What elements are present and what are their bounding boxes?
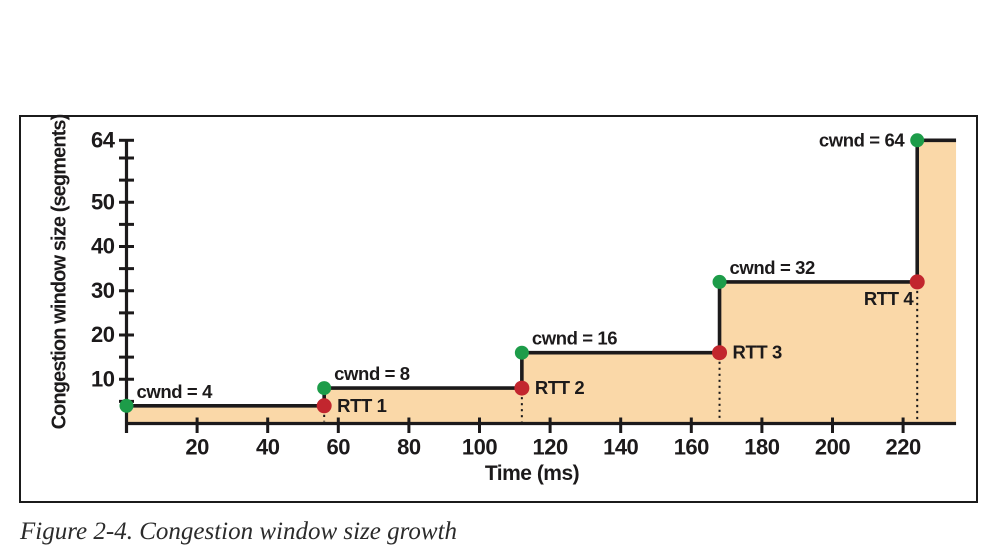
- growth-dot: [712, 274, 727, 289]
- x-tick-label: 220: [885, 435, 920, 460]
- rtt-markers: RTT 1 RTT 2 RTT 3 RTT 4: [316, 274, 925, 416]
- y-axis-title: Congestion window size (segments): [48, 114, 71, 430]
- rtt-dot: [909, 274, 925, 290]
- x-tick-label: 100: [462, 435, 497, 460]
- y-tick-label: 10: [91, 366, 115, 391]
- x-axis-title: Time (ms): [484, 462, 580, 485]
- growth-dot: [119, 398, 134, 413]
- axes: [124, 140, 957, 433]
- y-tick-label: 50: [91, 189, 115, 214]
- rtt-label: RTT 3: [733, 342, 783, 363]
- rtt-dot: [316, 398, 332, 414]
- growth-dot: [514, 345, 529, 360]
- cwnd-label: cwnd = 16: [532, 328, 617, 349]
- y-tick-label: 30: [91, 278, 115, 303]
- x-tick-label: 80: [397, 435, 421, 460]
- x-tick-label: 60: [327, 435, 351, 460]
- y-tick-label: 64: [91, 127, 116, 152]
- area-fill: [126, 140, 957, 424]
- x-tick-label: 140: [603, 435, 638, 460]
- cwnd-label: cwnd = 64: [819, 129, 905, 150]
- x-tick-label: 40: [256, 435, 280, 460]
- rtt-dot: [712, 345, 728, 361]
- growth-points: cwnd = 4 cwnd = 8 cwnd = 16 cwnd = 32 cwnd =…: [119, 129, 925, 413]
- x-tick-label: 160: [674, 435, 709, 460]
- x-tick-label: 20: [185, 435, 209, 460]
- cwnd-label: cwnd = 8: [334, 363, 410, 384]
- cwnd-label: cwnd = 4: [137, 381, 214, 402]
- growth-dot: [317, 381, 332, 396]
- y-tick-label: 40: [91, 234, 115, 259]
- figure-caption: Figure 2-4. Congestion window size growt…: [20, 518, 458, 545]
- rtt-label: RTT 1: [337, 395, 387, 416]
- congestion-window-chart: 20 40 60 80 100 120 140 160 180 200 220 10 20 30 40 50 6…: [91, 127, 957, 460]
- x-tick-label: 120: [532, 435, 567, 460]
- growth-dot: [910, 133, 925, 148]
- cwnd-label: cwnd = 32: [730, 257, 815, 278]
- rtt-dot: [514, 380, 530, 396]
- rtt-label: RTT 4: [864, 288, 915, 309]
- x-ticks: 20 40 60 80 100 120 140 160 180 200 220: [125, 417, 921, 460]
- y-ticks: 10 20 30 40 50 64: [91, 127, 134, 403]
- figure-frame: 20 40 60 80 100 120 140 160 180 200 220 10 20 30 40 50 6…: [19, 115, 978, 503]
- rtt-label: RTT 2: [535, 377, 585, 398]
- x-tick-label: 200: [815, 435, 850, 460]
- rtt-drop-lines: [323, 290, 919, 422]
- y-tick-label: 20: [91, 322, 115, 347]
- step-line: [126, 138, 957, 408]
- x-tick-label: 180: [744, 435, 779, 460]
